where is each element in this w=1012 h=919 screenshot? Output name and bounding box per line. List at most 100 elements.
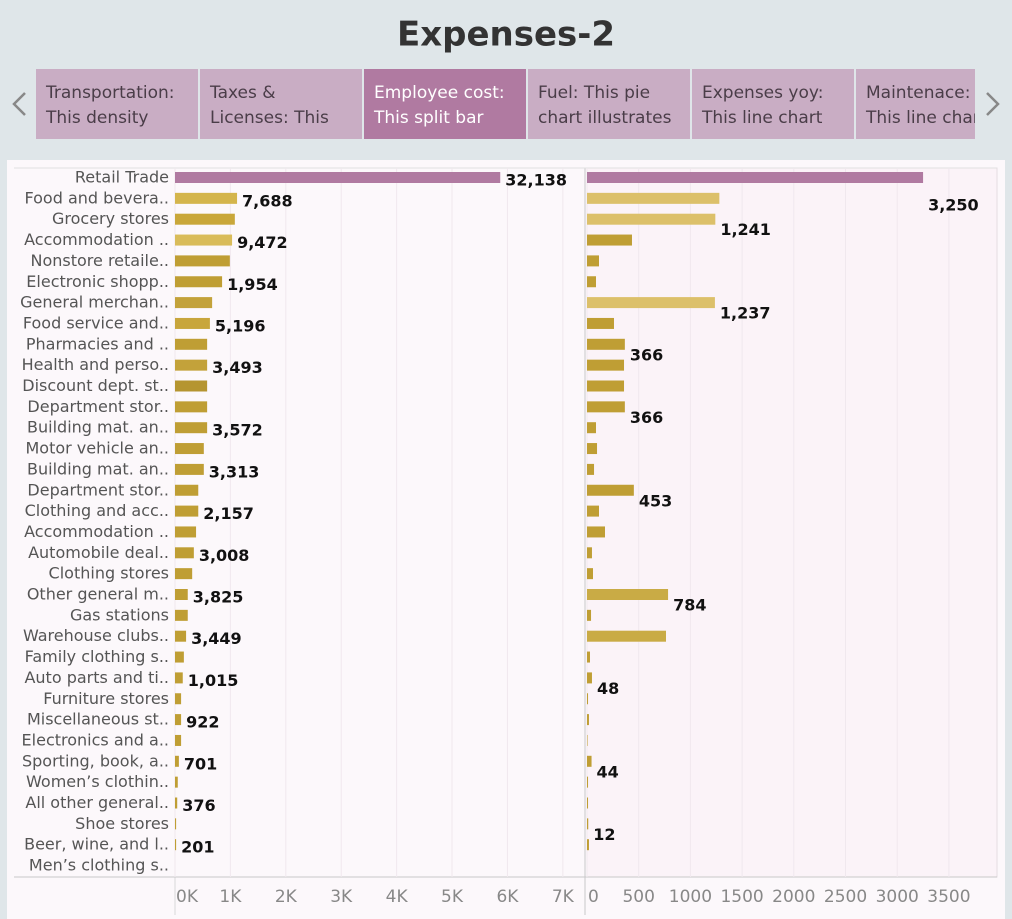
nav-tab-label: Taxes & xyxy=(209,83,276,103)
bar xyxy=(587,484,634,496)
x-tick-label: 3000 xyxy=(876,887,919,907)
nav-tabs: Transportation: This density Taxes & Licens… xyxy=(36,69,1012,139)
x-tick-label: 2000 xyxy=(772,887,815,907)
bar xyxy=(175,609,188,621)
bar xyxy=(587,839,589,851)
category-label: Family clothing s.. xyxy=(25,647,169,666)
nav-tab[interactable] xyxy=(528,69,690,139)
nav-tab-label: Employee cost: xyxy=(374,83,505,103)
x-tick-label: 5K xyxy=(441,887,464,907)
nav-tab-label: Maintenace: xyxy=(866,83,970,103)
value-label: 922 xyxy=(186,713,219,732)
x-tick-label: 0 xyxy=(588,887,599,907)
value-label: 701 xyxy=(184,754,217,773)
value-label: 453 xyxy=(639,491,672,510)
value-label: 366 xyxy=(630,408,663,427)
category-label: Shoe stores xyxy=(75,814,169,833)
bar xyxy=(175,568,193,580)
value-label: 48 xyxy=(597,679,619,698)
nav-tab[interactable] xyxy=(200,69,362,139)
bar xyxy=(175,547,194,559)
category-label: Clothing and acc.. xyxy=(25,501,169,520)
category-label: Electronic shopp.. xyxy=(26,272,169,291)
value-label: 376 xyxy=(182,796,215,815)
value-label: 2,157 xyxy=(203,504,254,523)
category-label: Automobile deal.. xyxy=(28,543,169,562)
bar xyxy=(587,297,715,309)
bar xyxy=(587,776,589,788)
category-label: Beer, wine, and l.. xyxy=(24,835,169,854)
bar xyxy=(175,192,238,204)
category-label: Clothing stores xyxy=(49,564,169,583)
nav-tab-label: This line chart xyxy=(701,108,823,128)
bar xyxy=(175,484,199,496)
category-label: Accommodation .. xyxy=(24,522,169,541)
category-label: Health and perso.. xyxy=(22,355,169,374)
x-tick-label: 3500 xyxy=(927,887,970,907)
value-label: 9,472 xyxy=(237,233,288,252)
bar xyxy=(587,589,669,600)
value-label: 3,250 xyxy=(928,196,979,215)
value-label: 3,449 xyxy=(191,629,242,648)
bar xyxy=(175,172,501,183)
bar xyxy=(175,359,208,371)
nav-next[interactable] xyxy=(986,92,1000,116)
bar xyxy=(175,463,204,475)
category-label: Women’s clothin.. xyxy=(26,772,169,791)
value-label: 1,241 xyxy=(720,220,771,239)
category-label: Auto parts and ti.. xyxy=(24,668,169,687)
bar xyxy=(175,317,210,329)
category-label: Grocery stores xyxy=(52,209,169,228)
x-tick-label: 7K xyxy=(552,887,575,907)
value-label: 1,015 xyxy=(188,671,239,690)
value-label: 5,196 xyxy=(215,316,266,335)
nav-tab[interactable] xyxy=(36,69,198,139)
category-label: Gas stations xyxy=(70,605,169,624)
x-tick-label: 1000 xyxy=(669,887,712,907)
nav-tab-label: chart illustrates xyxy=(538,108,672,128)
category-label: Other general m.. xyxy=(27,585,169,604)
nav-tab[interactable] xyxy=(692,69,854,139)
category-label: Building mat. an.. xyxy=(27,418,169,437)
category-label: Pharmacies and .. xyxy=(26,334,169,353)
value-label: 3,493 xyxy=(212,358,263,377)
x-tick-label: 2500 xyxy=(824,887,867,907)
nav-tab[interactable] xyxy=(364,69,526,139)
bar xyxy=(175,234,233,246)
nav-tab-label: Transportation: xyxy=(45,83,174,103)
bar xyxy=(587,714,589,726)
bar xyxy=(587,234,632,246)
bar xyxy=(587,443,598,455)
category-label: Furniture stores xyxy=(43,689,169,708)
x-tick-label: 1K xyxy=(219,887,242,907)
bar xyxy=(175,734,182,746)
x-tick-label: 6K xyxy=(496,887,519,907)
bar xyxy=(587,276,596,288)
category-label: Sporting, book, a.. xyxy=(22,751,169,770)
bar xyxy=(587,192,720,204)
bar xyxy=(587,797,589,809)
bar xyxy=(587,255,599,267)
category-label: Motor vehicle an.. xyxy=(25,439,169,458)
bar xyxy=(587,359,625,371)
nav-prev[interactable] xyxy=(12,92,26,116)
value-label: 1,954 xyxy=(227,275,278,294)
bar xyxy=(175,505,199,517)
category-label: Retail Trade xyxy=(75,168,169,187)
nav-tab[interactable] xyxy=(856,69,1012,139)
category-label: Electronics and a.. xyxy=(22,730,169,749)
bar xyxy=(175,213,235,225)
bar xyxy=(587,526,605,538)
bar xyxy=(175,443,204,455)
category-label: Accommodation .. xyxy=(24,230,169,249)
value-label: 12 xyxy=(593,825,615,844)
nav-tab-label: Fuel: This pie xyxy=(538,83,650,103)
x-tick-label: 3K xyxy=(330,887,353,907)
value-label: 44 xyxy=(597,762,619,781)
category-label: Department stor.. xyxy=(27,397,169,416)
bar xyxy=(175,839,177,851)
bar xyxy=(175,526,197,538)
value-label: 3,008 xyxy=(199,546,250,565)
